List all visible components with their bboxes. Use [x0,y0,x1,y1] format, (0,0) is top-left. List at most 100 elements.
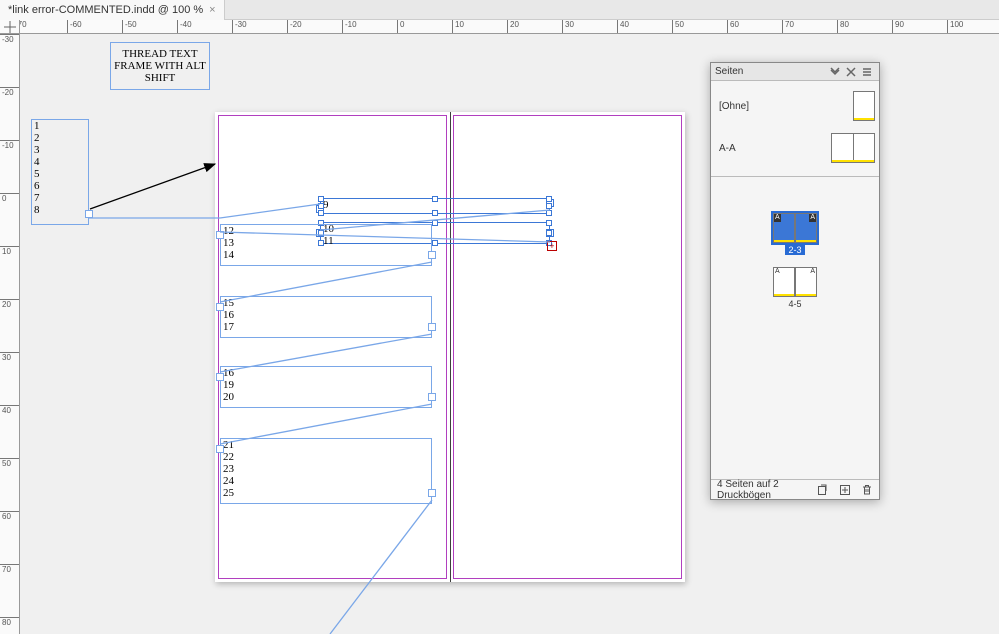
collapse-panel-icon[interactable] [827,65,843,79]
panel-title: Seiten [715,66,743,77]
ruler-h-tick: -70 [20,20,27,34]
master-thumb[interactable] [831,133,875,163]
text-line: 14 [221,249,431,261]
resize-handle[interactable] [546,210,552,216]
ruler-h-tick: -20 [287,20,302,34]
page-thumb[interactable]: A [795,213,817,243]
ruler-v-tick: 30 [0,352,20,362]
page-thumb[interactable]: A [773,267,795,297]
out-port-icon[interactable] [428,251,436,259]
page-thumb[interactable]: A [773,213,795,243]
in-port-icon[interactable] [216,373,224,381]
ruler-h-tick: -50 [122,20,137,34]
ruler-h-tick: 80 [837,20,849,34]
text-line: 4 [32,156,88,168]
text-frame[interactable]: 161920 [220,366,432,408]
panel-menu-icon[interactable] [859,65,875,79]
spread-spine [450,112,451,582]
text-line: 6 [32,180,88,192]
resize-handle[interactable] [546,203,552,209]
overset-icon[interactable]: + [547,241,557,251]
resize-handle[interactable] [318,203,324,209]
spread-block[interactable]: AA2-3 [711,213,879,255]
horizontal-ruler[interactable]: -70-60-50-40-30-20-100102030405060708090… [20,20,999,34]
text-line: 15 [221,297,431,309]
in-port-icon[interactable] [216,303,224,311]
out-port-icon[interactable] [85,210,93,218]
tab-bar: *link error-COMMENTED.indd @ 100 % × [0,0,999,20]
master-row[interactable]: A-A [715,127,875,169]
master-indicator: A [774,214,781,222]
resize-handle[interactable] [546,230,552,236]
resize-handle[interactable] [432,210,438,216]
page-right-margin [453,115,682,579]
panel-masters-section[interactable]: [Ohne] A-A [711,81,879,177]
document-tab[interactable]: *link error-COMMENTED.indd @ 100 % × [0,0,225,20]
ruler-h-tick: 50 [672,20,684,34]
panel-footer-text: 4 Seiten auf 2 Druckbögen [717,479,797,501]
delete-page-icon[interactable] [861,482,873,498]
spread-label: 4-5 [785,299,804,309]
ruler-v-tick: 10 [0,246,20,256]
ruler-h-tick: 60 [727,20,739,34]
text-frame[interactable]: 2122232425 [220,438,432,504]
text-line: 16 [221,309,431,321]
vertical-ruler[interactable]: -30-20-100102030405060708090100110 [0,34,20,634]
out-port-icon[interactable] [428,323,436,331]
page-left-margin [218,115,447,579]
ruler-v-tick: 0 [0,193,20,203]
close-panel-icon[interactable] [843,65,859,79]
resize-handle[interactable] [318,210,324,216]
document-spread[interactable] [215,112,685,582]
pasteboard-text-frame[interactable]: 12345678 [31,119,89,225]
master-row[interactable]: [Ohne] [715,85,875,127]
master-label: [Ohne] [715,101,775,112]
text-line: 12 [221,225,431,237]
document-tab-title: *link error-COMMENTED.indd @ 100 % [8,4,203,16]
ruler-h-tick: -30 [232,20,247,34]
ruler-v-tick: -20 [0,87,20,97]
edit-page-size-icon[interactable] [817,482,829,498]
master-indicator: A [774,268,781,276]
ruler-h-tick: 100 [947,20,963,34]
text-line: 22 [221,451,431,463]
resize-handle[interactable] [546,220,552,226]
panel-pages-section[interactable]: AA2-3AA4-5 [711,177,879,479]
ruler-h-tick: -10 [342,20,357,34]
in-port-icon[interactable] [216,231,224,239]
resize-handle[interactable] [432,240,438,246]
close-tab-icon[interactable]: × [209,4,215,16]
text-line: 17 [221,321,431,333]
out-port-icon[interactable] [428,489,436,497]
text-line: 23 [221,463,431,475]
text-frame[interactable]: 121314 [220,224,432,266]
text-line: 5 [32,168,88,180]
ruler-origin[interactable] [0,20,20,34]
master-indicator: A [809,214,816,222]
spread-block[interactable]: A A 4-5 [711,267,879,309]
master-thumb[interactable] [853,91,875,121]
resize-handle[interactable] [432,220,438,226]
resize-handle[interactable] [432,196,438,202]
crosshair-icon [4,21,16,33]
note-text-frame[interactable]: THREAD TEXT FRAME WITH ALT SHIFT [110,42,210,90]
new-page-icon[interactable] [839,482,851,498]
pages-panel[interactable]: Seiten [Ohne]A-A AA2-3AA4-5 4 Seiten auf… [710,62,880,500]
master-indicator: A [809,268,816,276]
resize-handle[interactable] [318,196,324,202]
ruler-v-tick: -10 [0,140,20,150]
text-line: 25 [221,487,431,499]
out-port-icon[interactable] [428,393,436,401]
page-thumb[interactable]: A [795,267,817,297]
ruler-h-tick: 30 [562,20,574,34]
in-port-icon[interactable] [216,445,224,453]
ruler-v-tick: -30 [0,34,20,44]
text-line: 3 [32,144,88,156]
panel-header[interactable]: Seiten [711,63,879,81]
text-line: 16 [221,367,431,379]
text-frame[interactable]: 9 [320,198,550,214]
text-line: 19 [221,379,431,391]
ruler-h-tick: 10 [452,20,464,34]
text-frame[interactable]: 151617 [220,296,432,338]
resize-handle[interactable] [546,196,552,202]
